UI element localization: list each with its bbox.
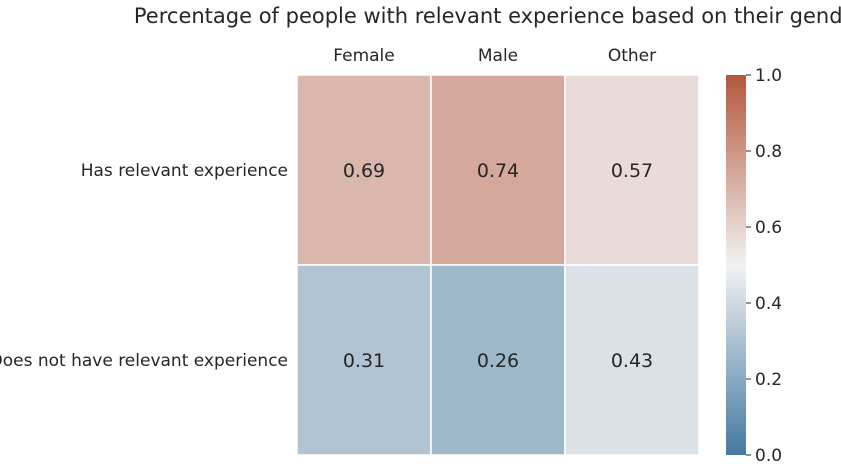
column-label: Male [478,46,518,66]
cell-value-label: 0.31 [343,350,385,372]
heatmap-cell [564,74,700,266]
column-label: Other [608,46,656,66]
cell-value-label: 0.26 [477,350,519,372]
colorbar-tick-label: 0.2 [755,370,782,390]
colorbar-gradient [726,75,746,455]
heatmap-cell [296,74,432,266]
cell-value-label: 0.57 [611,160,653,182]
cell-value-label: 0.43 [611,350,653,372]
colorbar-tick-label: 0.4 [755,294,782,314]
colorbar-tick-label: 0.8 [755,142,782,162]
colorbar-tick-label: 1.0 [755,66,782,86]
chart-title: Percentage of people with relevant exper… [134,4,841,28]
cell-value-label: 0.69 [343,160,385,182]
heatmap-cells: 0.69 0.74 0.57 0.31 0.26 0.43 [296,74,700,456]
heatmap-cell [296,264,432,456]
row-label: Has relevant experience [81,161,288,181]
cell-value-label: 0.74 [477,160,519,182]
colorbar-tick-label: 0.6 [755,218,782,238]
heatmap-cell [564,264,700,456]
heatmap-cell [430,74,566,266]
column-label: Female [333,46,394,66]
colorbar: 0.0 0.2 0.4 0.6 0.8 1.0 [726,66,782,466]
row-label: Does not have relevant experience [0,351,288,371]
row-labels: Has relevant experience Does not have rel… [0,161,288,371]
heatmap-cell [430,264,566,456]
column-labels: Female Male Other [333,46,656,66]
colorbar-tick-label: 0.0 [755,446,782,466]
